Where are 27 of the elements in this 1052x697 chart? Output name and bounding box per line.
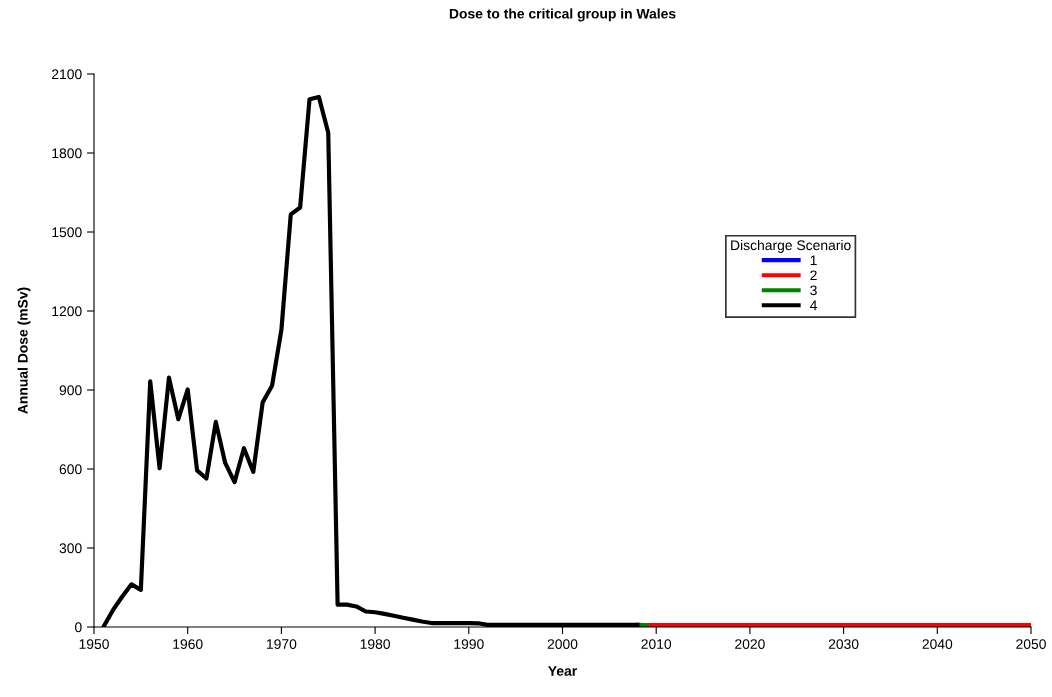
- x-tick-label: 2030: [828, 639, 859, 650]
- x-tick-label: 1990: [454, 639, 484, 650]
- chart-title: Dose to the critical group in Wales: [449, 8, 676, 22]
- legend-label: 4: [810, 300, 817, 311]
- x-tick-label: 2050: [1016, 639, 1046, 650]
- legend-label: 3: [810, 285, 817, 296]
- x-tick-label: 1980: [360, 639, 391, 650]
- y-tick-label: 1200: [52, 306, 82, 317]
- x-tick-label: 2000: [547, 639, 578, 650]
- y-tick-label: 1800: [52, 148, 82, 159]
- y-tick-label: 2100: [52, 69, 82, 80]
- x-tick-label: 2020: [735, 639, 765, 650]
- x-tick-label: 2040: [922, 639, 953, 650]
- x-tick-label: 1970: [267, 639, 297, 650]
- y-tick-label: 900: [59, 385, 82, 396]
- x-axis-title: Year: [548, 666, 577, 676]
- x-tick-label: 1960: [173, 639, 203, 650]
- y-tick-label: 300: [59, 543, 82, 554]
- legend-label: 1: [810, 255, 817, 266]
- y-tick-label: 1500: [52, 227, 82, 238]
- x-tick-label: 2010: [641, 639, 672, 650]
- legend-title: Discharge Scenario: [731, 239, 851, 253]
- y-axis-title: Annual Dose (mSv): [17, 287, 31, 414]
- y-tick-label: 0: [75, 622, 82, 633]
- y-tick-label: 600: [59, 464, 82, 475]
- x-tick-label: 1950: [79, 639, 109, 650]
- legend-label: 2: [810, 270, 817, 281]
